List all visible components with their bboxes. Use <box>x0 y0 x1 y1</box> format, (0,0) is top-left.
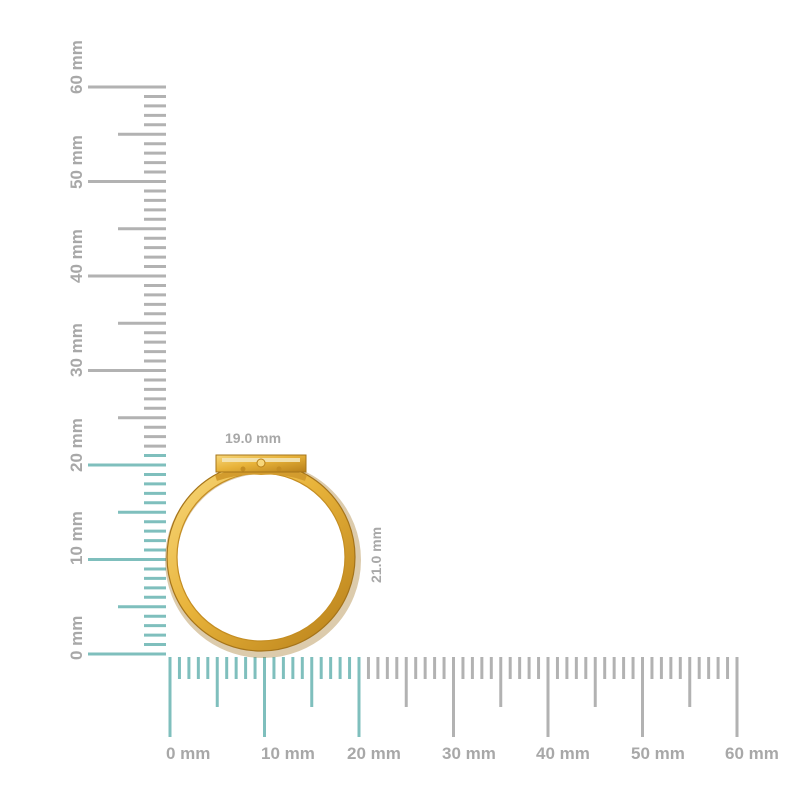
ring-bead-left <box>240 466 246 472</box>
v-label-30: 30 mm <box>67 323 86 377</box>
h-label-50: 50 mm <box>631 744 685 763</box>
v-label-40: 40 mm <box>67 229 86 283</box>
ring-illustration <box>165 454 361 658</box>
ring-center-bead <box>256 458 266 468</box>
h-label-40: 40 mm <box>536 744 590 763</box>
h-label-0: 0 mm <box>166 744 210 763</box>
v-label-10: 10 mm <box>67 511 86 565</box>
h-label-20: 20 mm <box>347 744 401 763</box>
v-label-20: 20 mm <box>67 418 86 472</box>
vertical-ruler-labels: 0 mm 10 mm 20 mm 30 mm 40 mm 50 mm 60 mm <box>67 40 86 660</box>
h-label-30: 30 mm <box>442 744 496 763</box>
height-dimension-label: 21.0 mm <box>368 527 384 583</box>
ring-shoulder <box>215 468 308 481</box>
horizontal-ruler-labels: 0 mm 10 mm 20 mm 30 mm 40 mm 50 mm 60 mm <box>166 744 779 763</box>
ring-bead-right <box>276 466 282 472</box>
ring-band <box>167 463 355 651</box>
h-label-60: 60 mm <box>725 744 779 763</box>
width-dimension-label: 19.0 mm <box>225 430 281 446</box>
v-label-0: 0 mm <box>67 616 86 660</box>
vertical-ruler <box>88 85 166 656</box>
h-label-10: 10 mm <box>261 744 315 763</box>
horizontal-ruler <box>168 657 739 737</box>
v-label-60: 60 mm <box>67 40 86 94</box>
v-label-50: 50 mm <box>67 135 86 189</box>
